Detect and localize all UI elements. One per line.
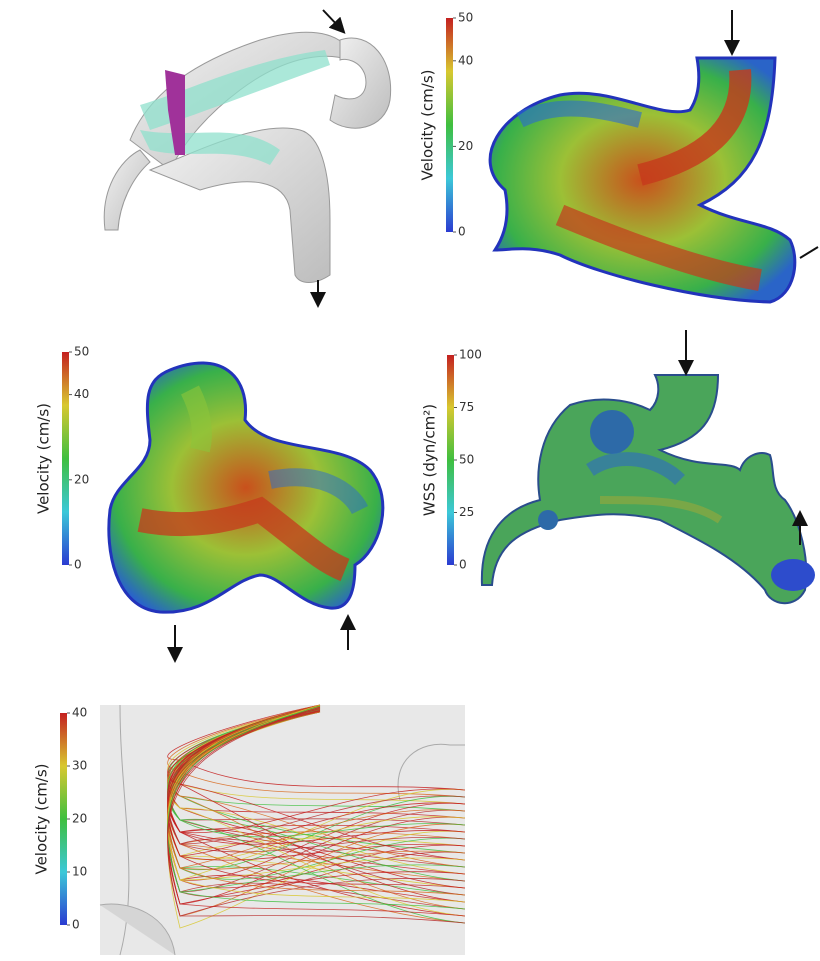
streamline — [167, 709, 466, 838]
arrow — [322, 9, 346, 34]
streamlines — [99, 704, 466, 956]
tick-label: 100 — [459, 348, 482, 362]
vessel-geometry — [103, 31, 392, 283]
tick-label: 40 — [74, 387, 89, 401]
streamline — [167, 705, 466, 910]
colorbar-title: Velocity (cm/s) — [419, 69, 437, 180]
colorbar — [446, 18, 453, 232]
tick-label: 25 — [459, 505, 474, 519]
colorbar-title: Velocity (cm/s) — [33, 763, 51, 874]
tick-label: 10 — [72, 865, 87, 879]
arrow — [799, 246, 819, 259]
colorbar — [60, 713, 67, 925]
streamline — [167, 704, 466, 903]
tick-label: 0 — [458, 225, 466, 239]
colorbar — [62, 352, 69, 565]
tick-label: 0 — [74, 558, 82, 572]
tick-label: 40 — [72, 706, 87, 720]
tick-label: 50 — [74, 345, 89, 359]
tick-label: 75 — [459, 400, 474, 414]
tick-label: 20 — [458, 139, 473, 153]
velocity-lobes — [107, 361, 385, 614]
streamline — [167, 706, 466, 917]
velocity-contour — [488, 56, 797, 304]
tick-label: 20 — [74, 472, 89, 486]
streamline — [167, 707, 466, 924]
colorbar — [447, 355, 454, 565]
colorbar-title: Velocity (cm/s) — [35, 403, 53, 514]
tick-label: 30 — [72, 759, 87, 773]
colorbar-title: WSS (dyn/cm²) — [421, 404, 439, 516]
wss-surface — [480, 374, 815, 605]
tick-label: 50 — [459, 453, 474, 467]
tick-label: 0 — [72, 918, 80, 932]
tick-label: 40 — [458, 53, 473, 67]
tick-label: 0 — [459, 558, 467, 572]
tick-label: 50 — [458, 11, 473, 25]
tick-label: 20 — [72, 812, 87, 826]
